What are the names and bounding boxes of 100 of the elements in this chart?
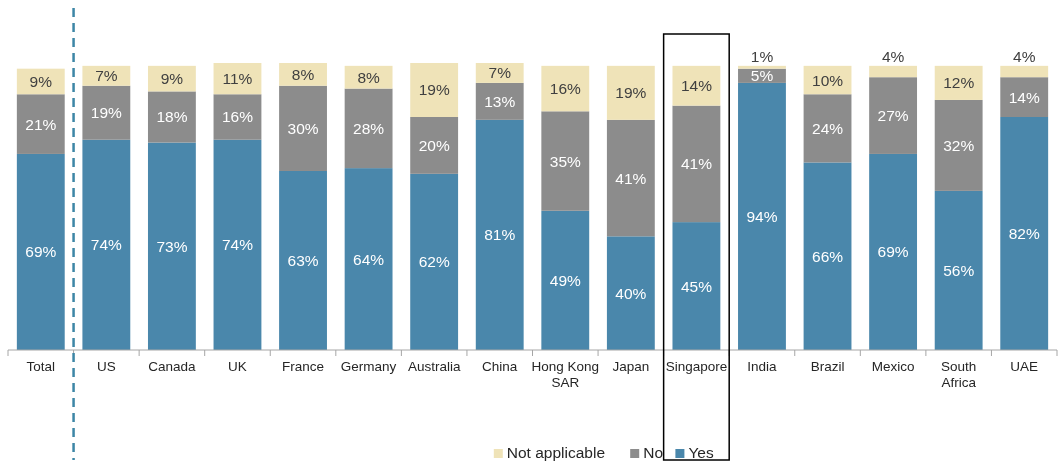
legend-label: Yes [688, 444, 714, 461]
data-label: 28% [353, 119, 385, 137]
bar [803, 94, 852, 163]
data-label: 9% [160, 70, 184, 88]
bar [147, 91, 196, 143]
bar [1000, 116, 1049, 350]
data-label: 19% [90, 104, 123, 122]
data-label: 8% [291, 65, 315, 83]
bar [1000, 65, 1049, 78]
bar [606, 236, 655, 350]
data-label: 19% [615, 84, 647, 102]
bar [475, 82, 524, 120]
data-label: 27% [877, 107, 909, 125]
legend-label: No [643, 444, 664, 461]
x-tick-label: Singapore [665, 359, 728, 374]
x-tick-label: Japan [612, 359, 650, 374]
data-label: 1% [750, 47, 774, 65]
x-tick-label: UK [228, 359, 247, 374]
x-tick-label: US [96, 359, 116, 374]
legend-label: Not applicable [506, 444, 606, 461]
bar [279, 85, 327, 171]
data-label: 14% [1008, 88, 1040, 106]
data-label: 24% [812, 119, 844, 137]
data-label: 32% [943, 136, 975, 154]
bar [738, 82, 786, 350]
bar [672, 222, 721, 350]
bar [869, 65, 918, 78]
x-tick-label: China [482, 359, 518, 374]
data-label: 11% [222, 70, 253, 88]
bar [606, 65, 655, 120]
bar [344, 168, 393, 350]
bar [803, 162, 852, 350]
x-tick-label: South Africa [941, 359, 977, 390]
bar [344, 88, 393, 169]
data-label: 8% [357, 68, 381, 86]
bar [410, 116, 459, 174]
bar [606, 119, 655, 237]
x-tick-label: Total [26, 359, 56, 374]
data-label: 18% [156, 108, 188, 126]
bar [1000, 77, 1049, 117]
bar [541, 65, 590, 112]
data-label: 41% [680, 155, 713, 173]
x-tick-label: UAE [1010, 359, 1039, 374]
data-label: 7% [95, 67, 118, 85]
x-tick-label: France [282, 359, 325, 374]
x-tick-label: Canada [148, 359, 197, 374]
bar [16, 153, 65, 350]
bar [82, 85, 131, 140]
data-label: 4% [881, 47, 905, 65]
bar [82, 139, 131, 350]
bar [738, 65, 786, 69]
bar [869, 153, 918, 350]
data-label: 63% [287, 251, 319, 269]
data-label: 56% [943, 261, 975, 279]
data-label: 30% [287, 119, 319, 137]
data-label: 10% [812, 71, 844, 89]
data-label: 64% [353, 250, 385, 268]
bar [934, 65, 983, 100]
data-label: 45% [680, 277, 713, 295]
x-tick-label: Germany [340, 359, 397, 374]
data-label: 14% [680, 77, 713, 95]
data-label: 94% [746, 207, 778, 225]
bar [213, 139, 262, 350]
bar [410, 173, 459, 350]
bar [934, 99, 983, 191]
data-label: 16% [221, 108, 254, 126]
x-tick-label: Brazil [810, 359, 845, 374]
bar [869, 77, 918, 154]
x-tick-label: Australia [407, 359, 461, 374]
data-label: 49% [549, 271, 582, 289]
data-label: 69% [877, 243, 909, 261]
bar [541, 111, 590, 211]
data-label: 69% [25, 243, 57, 261]
bar [279, 170, 327, 350]
data-label: 5% [750, 67, 774, 85]
data-label: 74% [221, 236, 254, 254]
bar [16, 94, 65, 154]
data-label: 62% [418, 253, 450, 271]
data-label: 81% [484, 226, 516, 244]
data-label: 35% [549, 152, 582, 170]
data-label: 66% [812, 247, 844, 265]
data-label: 21% [25, 115, 57, 133]
bar [934, 190, 983, 350]
data-label: 7% [488, 64, 512, 82]
x-tick-label: India [747, 359, 778, 374]
data-label: 13% [484, 92, 516, 110]
bar [475, 119, 524, 350]
x-tick-label: Hong Kong SAR [531, 359, 600, 390]
data-label: 9% [29, 72, 53, 90]
data-label: 40% [615, 284, 647, 302]
x-tick-label: Mexico [871, 359, 915, 374]
data-label: 82% [1008, 225, 1040, 242]
bar [147, 142, 196, 350]
bar [213, 94, 262, 140]
data-label: 41% [615, 169, 647, 187]
bar [672, 105, 721, 223]
bar [410, 63, 459, 117]
data-label: 19% [418, 81, 450, 99]
data-label: 16% [549, 80, 582, 98]
bar [541, 210, 590, 350]
